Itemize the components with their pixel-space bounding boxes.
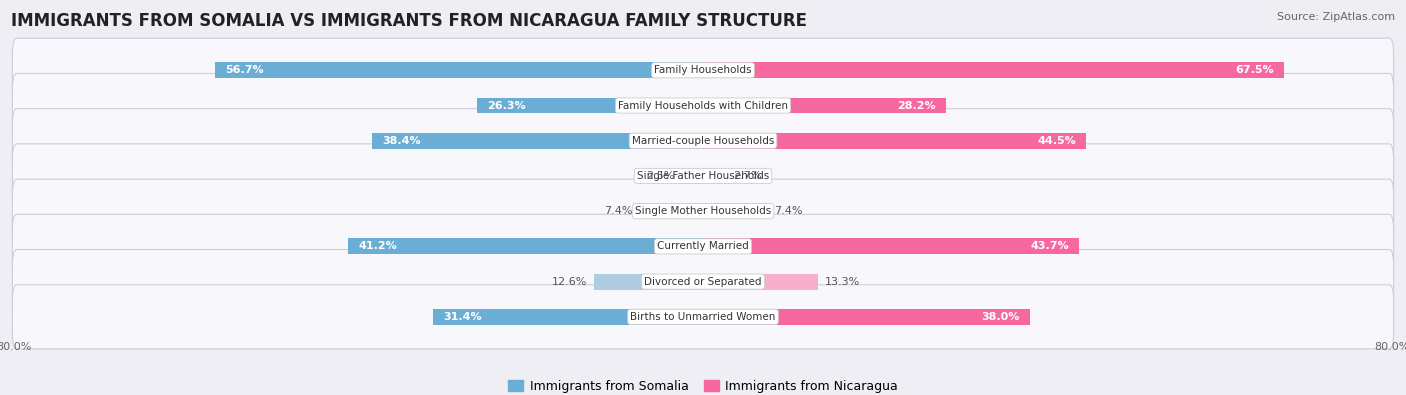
Bar	[703, 309, 1031, 325]
Text: Births to Unmarried Women: Births to Unmarried Women	[630, 312, 776, 322]
Text: 26.3%: 26.3%	[486, 100, 526, 111]
Text: 2.5%: 2.5%	[647, 171, 675, 181]
Text: 2.7%: 2.7%	[733, 171, 762, 181]
FancyBboxPatch shape	[13, 109, 1393, 173]
Bar	[373, 133, 703, 149]
Text: 41.2%: 41.2%	[359, 241, 398, 251]
Text: Single Father Households: Single Father Households	[637, 171, 769, 181]
FancyBboxPatch shape	[13, 144, 1393, 208]
Text: 38.0%: 38.0%	[981, 312, 1019, 322]
Bar	[703, 239, 1080, 254]
Text: IMMIGRANTS FROM SOMALIA VS IMMIGRANTS FROM NICARAGUA FAMILY STRUCTURE: IMMIGRANTS FROM SOMALIA VS IMMIGRANTS FR…	[11, 12, 807, 30]
FancyBboxPatch shape	[13, 179, 1393, 243]
Text: 28.2%: 28.2%	[897, 100, 935, 111]
Text: Source: ZipAtlas.com: Source: ZipAtlas.com	[1277, 12, 1395, 22]
Text: 43.7%: 43.7%	[1031, 241, 1069, 251]
Text: 12.6%: 12.6%	[553, 276, 588, 287]
Bar	[703, 98, 946, 113]
Legend: Immigrants from Somalia, Immigrants from Nicaragua: Immigrants from Somalia, Immigrants from…	[503, 375, 903, 395]
Text: Currently Married: Currently Married	[657, 241, 749, 251]
Bar	[703, 168, 727, 184]
Text: 31.4%: 31.4%	[443, 312, 481, 322]
FancyBboxPatch shape	[13, 214, 1393, 278]
Bar	[703, 62, 1284, 78]
Bar	[703, 274, 817, 290]
Text: Family Households with Children: Family Households with Children	[619, 100, 787, 111]
Bar	[349, 239, 703, 254]
Bar	[595, 274, 703, 290]
FancyBboxPatch shape	[13, 250, 1393, 314]
Text: Family Households: Family Households	[654, 65, 752, 75]
Bar	[477, 98, 703, 113]
Text: 7.4%: 7.4%	[773, 206, 801, 216]
Text: 44.5%: 44.5%	[1038, 136, 1076, 146]
Text: Married-couple Households: Married-couple Households	[631, 136, 775, 146]
Bar	[215, 62, 703, 78]
Text: 67.5%: 67.5%	[1236, 65, 1274, 75]
Bar	[640, 203, 703, 219]
Text: Single Mother Households: Single Mother Households	[636, 206, 770, 216]
FancyBboxPatch shape	[13, 73, 1393, 137]
Text: Divorced or Separated: Divorced or Separated	[644, 276, 762, 287]
Text: 13.3%: 13.3%	[824, 276, 859, 287]
FancyBboxPatch shape	[13, 285, 1393, 349]
Text: 38.4%: 38.4%	[382, 136, 422, 146]
Text: 56.7%: 56.7%	[225, 65, 264, 75]
Bar	[703, 133, 1087, 149]
Bar	[703, 203, 766, 219]
Bar	[682, 168, 703, 184]
FancyBboxPatch shape	[13, 38, 1393, 102]
Text: 7.4%: 7.4%	[605, 206, 633, 216]
Bar	[433, 309, 703, 325]
